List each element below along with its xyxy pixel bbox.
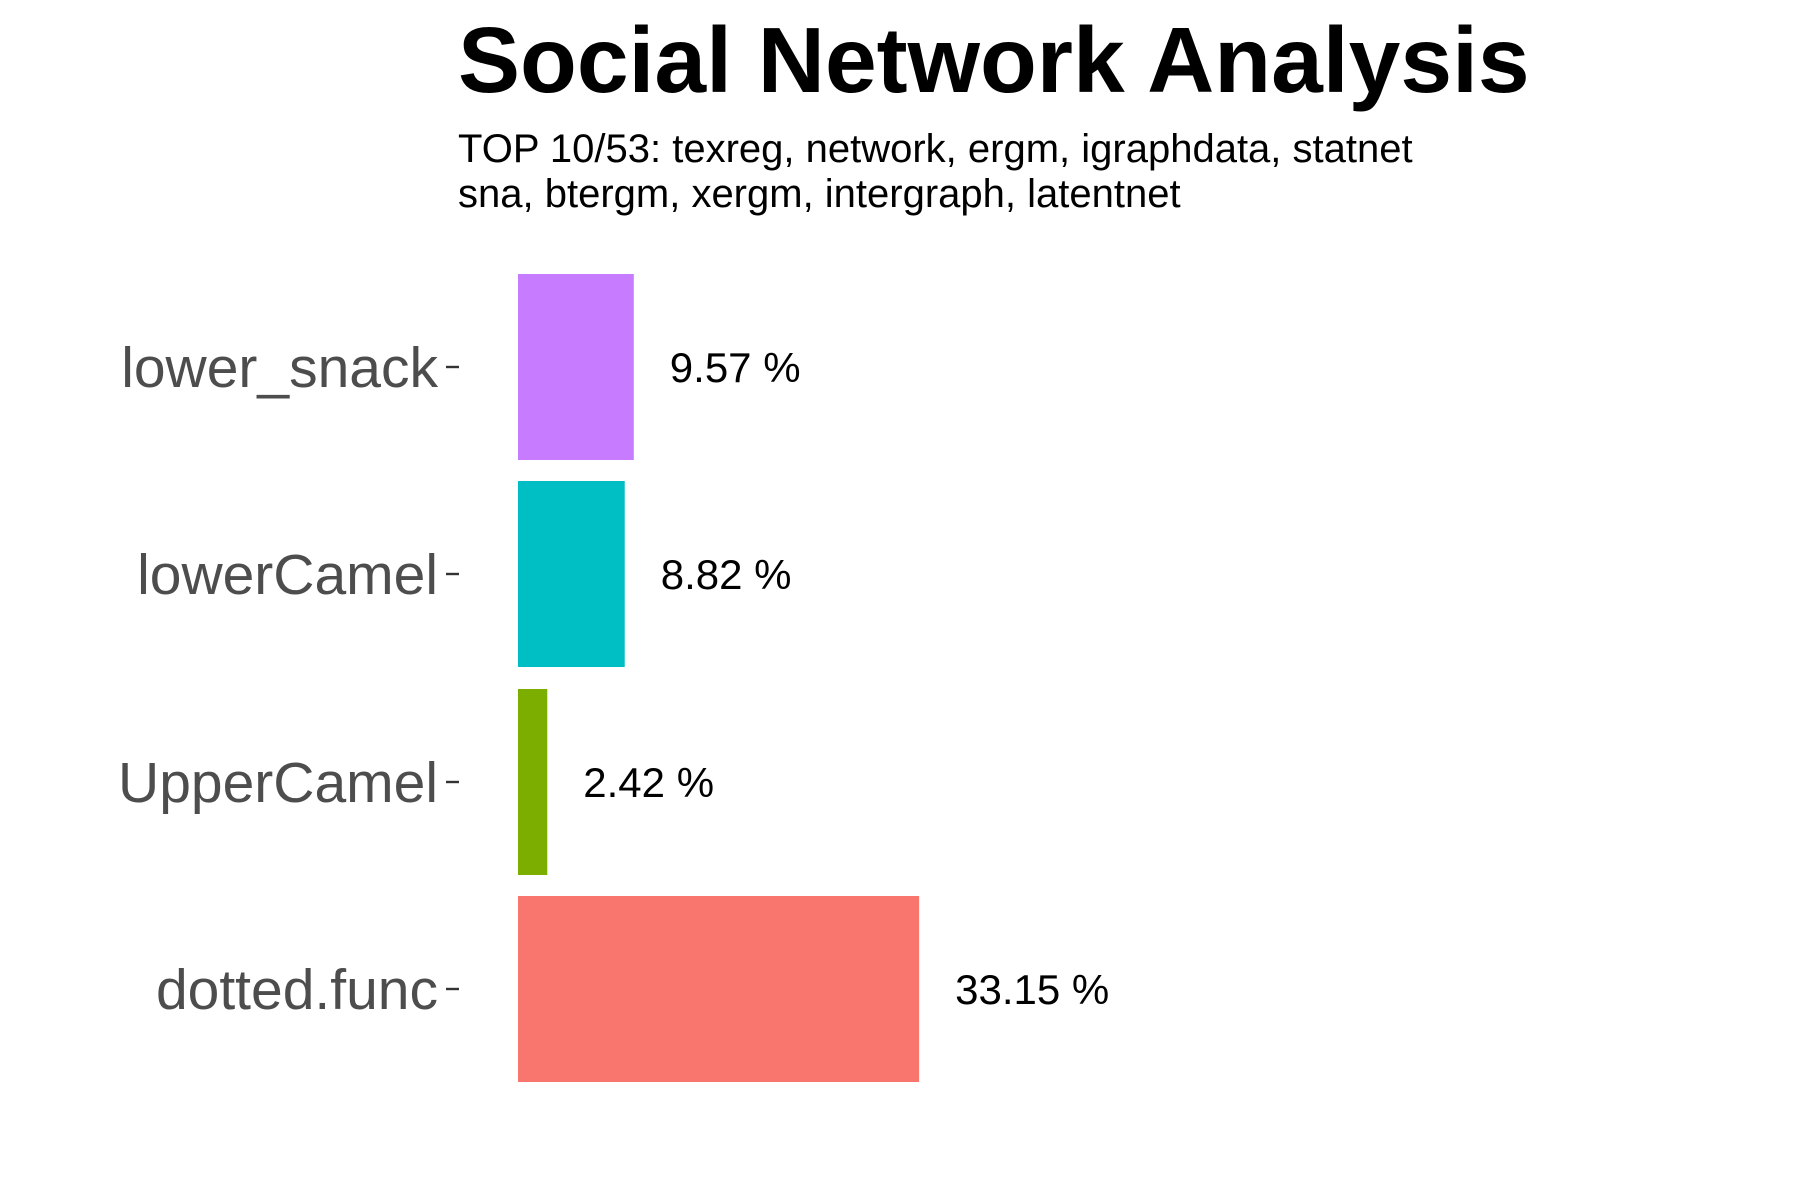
value-label-dotted.func: 33.15 % bbox=[955, 966, 1109, 1013]
value-label-lowerCamel: 8.82 % bbox=[661, 551, 792, 598]
value-label-UpperCamel: 2.42 % bbox=[583, 759, 714, 806]
category-label-UpperCamel: UpperCamel bbox=[118, 751, 438, 815]
value-label-lower_snack: 9.57 % bbox=[670, 344, 801, 391]
bar-UpperCamel bbox=[518, 689, 548, 875]
chart-title: Social Network Analysis bbox=[458, 8, 1530, 112]
category-label-lowerCamel: lowerCamel bbox=[137, 543, 438, 607]
chart-subtitle-line-2: sna, btergm, xergm, intergraph, latentne… bbox=[458, 172, 1181, 216]
bars-group: lower_snack 9.57 % lowerCamel 8.82 % UpperCa… bbox=[118, 274, 1109, 1082]
chart-subtitle-line-1: TOP 10/53: texreg, network, ergm, igraph… bbox=[458, 127, 1413, 171]
bar-lowerCamel bbox=[518, 481, 625, 667]
category-label-lower_snack: lower_snack bbox=[121, 336, 438, 400]
bar-lower_snack bbox=[518, 274, 634, 460]
category-label-dotted.func: dotted.func bbox=[156, 958, 438, 1022]
bar-dotted.func bbox=[518, 896, 920, 1082]
